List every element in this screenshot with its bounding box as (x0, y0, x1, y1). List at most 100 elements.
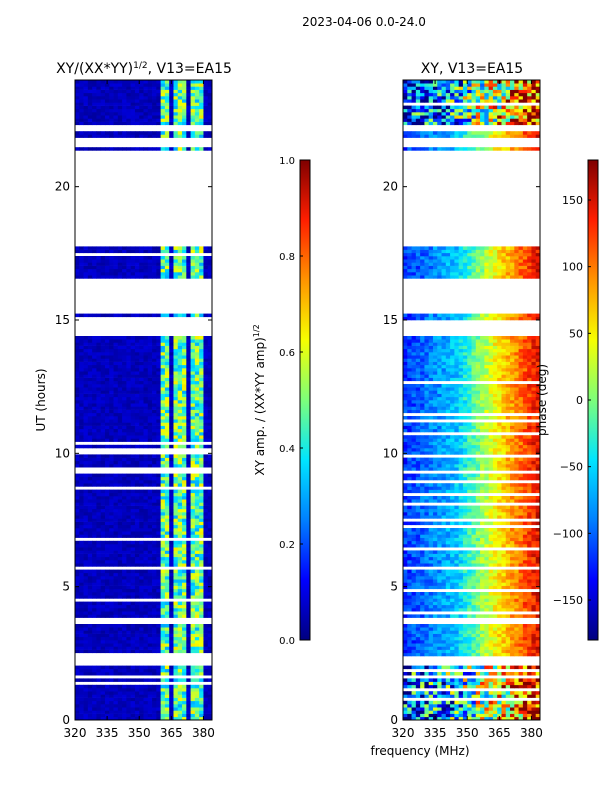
heatmap-cell (117, 272, 123, 276)
heatmap-cell (531, 672, 537, 676)
heatmap-cell (428, 624, 434, 628)
heatmap-cell (194, 643, 200, 647)
heatmap-cell (194, 268, 200, 273)
heatmap-cell (454, 624, 460, 628)
heatmap-cell (510, 614, 515, 618)
heatmap-cell (126, 528, 132, 532)
heatmap-cell (87, 342, 93, 346)
heatmap-cell (203, 406, 209, 410)
heatmap-cell (75, 694, 80, 698)
heatmap-cell (109, 668, 114, 673)
heatmap-cell (156, 313, 162, 318)
heatmap-cell (199, 272, 204, 276)
heatmap-cell (96, 700, 102, 705)
heatmap-cell (437, 694, 442, 698)
heatmap-cell (518, 704, 524, 708)
heatmap-cell (139, 457, 144, 462)
heatmap-cell (156, 403, 162, 407)
heatmap-cell (156, 512, 162, 516)
heatmap-cell (424, 643, 430, 647)
heatmap-cell (173, 544, 179, 548)
heatmap-cell (522, 713, 528, 718)
heatmap-cell (104, 480, 110, 484)
heatmap-cell (75, 428, 80, 433)
heatmap-cell (100, 643, 106, 647)
heatmap-cell (207, 624, 212, 628)
heatmap-cell (458, 691, 464, 695)
heatmap-cell (126, 345, 132, 350)
heatmap-cell (104, 576, 110, 580)
heatmap-cell (182, 512, 187, 516)
heatmap-cell (177, 249, 183, 254)
heatmap-cell (510, 630, 515, 634)
heatmap-cell (139, 483, 144, 487)
heatmap-cell (109, 640, 114, 644)
heatmap-cell (152, 518, 157, 522)
heatmap-cell (79, 710, 84, 714)
heatmap-cell (492, 700, 498, 705)
heatmap-cell (471, 694, 477, 698)
heatmap-cell (147, 121, 153, 126)
heatmap-cell (92, 624, 97, 628)
heatmap-cell (169, 700, 174, 705)
heatmap-cell (75, 275, 80, 279)
heatmap-cell (462, 633, 468, 638)
heatmap-cell (164, 694, 170, 698)
heatmap-cell (182, 262, 187, 266)
heatmap-cell (535, 704, 540, 708)
heatmap-cell (420, 707, 425, 711)
heatmap-cell (194, 544, 200, 548)
heatmap-cell (194, 601, 200, 606)
heatmap-cell (199, 473, 204, 478)
heatmap-cell (75, 460, 80, 465)
heatmap-cell (100, 700, 106, 705)
heatmap-cell (194, 416, 200, 420)
heatmap-cell (117, 92, 123, 97)
heatmap-cell (160, 438, 166, 442)
heatmap-cell (182, 499, 187, 503)
heatmap-cell (87, 80, 93, 84)
heatmap-cell (194, 121, 200, 126)
heatmap-cell (79, 118, 84, 122)
heatmap-cell (182, 403, 187, 407)
heatmap-cell (207, 688, 212, 692)
heatmap-cell (100, 387, 106, 391)
heatmap-cell (186, 355, 191, 359)
heatmap-cell (104, 371, 110, 375)
heatmap-cell (182, 342, 187, 346)
heatmap-cell (104, 348, 110, 353)
heatmap-cell (87, 92, 93, 97)
heatmap-cell (134, 400, 140, 404)
heatmap-cell (92, 272, 97, 276)
heatmap-cell (79, 409, 84, 414)
heatmap-cell (143, 112, 149, 116)
heatmap-cell (83, 342, 89, 346)
heatmap-cell (100, 89, 106, 94)
heatmap-cell (109, 147, 114, 151)
heatmap-cell (87, 624, 93, 628)
heatmap-cell (437, 640, 442, 644)
heatmap-cell (147, 540, 153, 545)
heatmap-cell (130, 80, 136, 84)
heatmap-cell (437, 614, 442, 618)
heatmap-cell (488, 636, 494, 641)
heatmap-cell (199, 390, 204, 394)
heatmap-cell (177, 377, 183, 382)
heatmap-cell (113, 364, 119, 369)
heatmap-cell (160, 387, 166, 391)
heatmap-cell (492, 704, 498, 708)
phase-heatmap (403, 80, 540, 720)
heatmap-cell (152, 118, 157, 122)
heatmap-cell (143, 604, 149, 609)
heatmap-cell (403, 684, 408, 689)
heatmap-cell (104, 444, 110, 449)
heatmap-cell (173, 716, 179, 720)
heatmap-cell (173, 400, 179, 404)
heatmap-cell (126, 92, 132, 97)
heatmap-cell (488, 710, 494, 714)
heatmap-cell (92, 425, 97, 430)
heatmap-cell (130, 96, 136, 100)
heatmap-cell (160, 508, 166, 513)
heatmap-cell (126, 502, 132, 506)
heatmap-cell (415, 633, 421, 638)
